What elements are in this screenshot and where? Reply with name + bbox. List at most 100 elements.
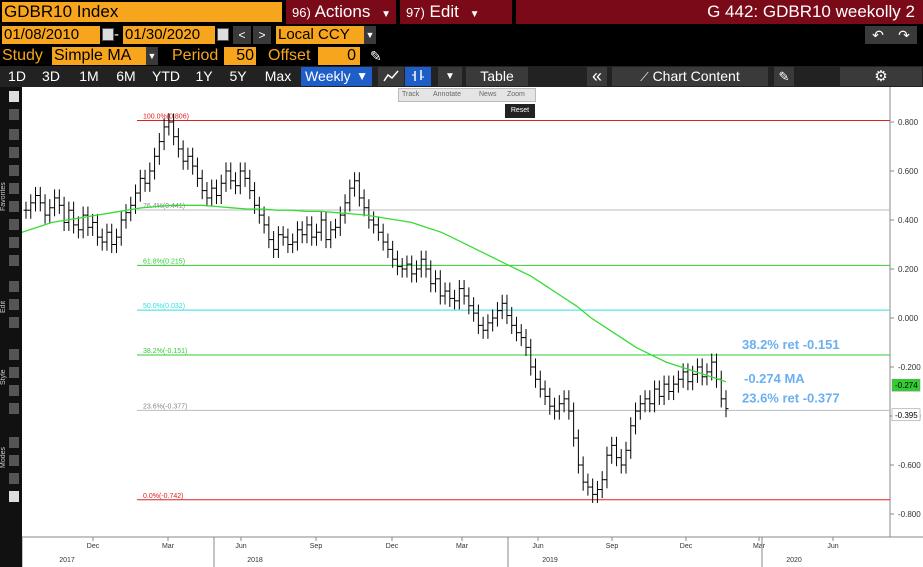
shape-tool-icon[interactable] (9, 201, 19, 212)
text-tool-icon[interactable] (9, 183, 19, 194)
study-label: Study (2, 47, 43, 64)
chevron-down-icon[interactable]: ▼ (438, 67, 462, 86)
x-tick-label: Sep (310, 543, 323, 550)
line-chart-icon[interactable] (378, 67, 404, 86)
style-label: Style (0, 369, 7, 385)
measure-tool-icon[interactable] (9, 237, 19, 248)
fib-level-label: 100.0%(0.806) (143, 114, 189, 121)
chart-annotation: 38.2% ret -0.151 (742, 337, 840, 352)
y-tick-label: 0.000 (898, 314, 919, 323)
reset-button[interactable]: Reset (505, 104, 535, 118)
year-label: 2019 (542, 557, 558, 564)
title-row: GDBR10 Index 96) Actions ▼ 97) Edit ▼ G … (0, 0, 923, 24)
study-value: Simple MA (54, 47, 132, 64)
eraser-tool-icon[interactable] (9, 281, 19, 292)
next-period-button[interactable]: > (253, 26, 271, 44)
calendar-icon[interactable] (102, 28, 114, 41)
start-date-field[interactable]: 01/08/2010 (2, 26, 100, 44)
edit-menu-number: 97) (406, 5, 425, 20)
period-button-5y[interactable]: 5Y (229, 68, 247, 84)
actions-menu-button[interactable]: 96) Actions ▼ (286, 0, 396, 24)
period-button-max[interactable]: Max (264, 68, 292, 84)
edit-menu-label: Edit (429, 2, 459, 21)
snap-mode-icon[interactable] (9, 437, 19, 448)
x-tick-label: Jun (827, 543, 838, 550)
y-tick-label: -0.200 (898, 363, 921, 372)
edit-chart-icon[interactable]: ✎ (774, 67, 794, 86)
visibility-mode-icon[interactable] (9, 491, 19, 502)
chart-content-icon: ⟋ (640, 70, 649, 84)
x-tick-label: Mar (753, 543, 766, 550)
chevron-down-icon: ▼ (381, 9, 391, 20)
chart-panel[interactable]: 100.0%(0.806) 76.4%(0.441) 61.8%(0.215) 50.… (22, 87, 923, 567)
trend-tool-icon[interactable] (9, 147, 19, 158)
period-button-1y[interactable]: 1Y (195, 68, 213, 84)
fib-tool-icon[interactable] (9, 165, 19, 176)
cursor-tool-icon[interactable] (9, 91, 19, 102)
marker-tool-icon[interactable] (9, 255, 19, 266)
undo-redo-group: ↶ ↷ (865, 26, 917, 44)
bar-chart-icon[interactable] (405, 67, 431, 86)
currency-select[interactable]: Local CCY ▼ (276, 26, 376, 44)
chart-annotation: -0.274 MA (744, 371, 805, 386)
fib-level-label: 50.0%(0.032) (143, 303, 185, 310)
chevron-down-icon: ▼ (364, 26, 376, 44)
period-label: Period (172, 47, 219, 64)
fill-tool-icon[interactable] (9, 403, 19, 414)
copy-tool-icon[interactable] (9, 299, 19, 310)
x-tick-label: Mar (456, 543, 469, 550)
fib-level-label: 0.0%(-0.742) (143, 493, 183, 500)
period-field[interactable]: 50 (224, 47, 256, 65)
prev-period-button[interactable]: < (233, 26, 251, 44)
actions-menu-label: Actions (314, 2, 371, 21)
pencil-icon[interactable]: ✎ (370, 48, 382, 64)
magnet-mode-icon[interactable] (9, 455, 19, 466)
dash-tool-icon[interactable] (9, 385, 19, 396)
zoom-button[interactable]: Zoom (507, 91, 525, 98)
chevron-down-icon: ▼ (356, 69, 368, 83)
collapse-left-icon[interactable]: « (587, 67, 607, 86)
period-button-6m[interactable]: 6M (116, 68, 136, 84)
lock-mode-icon[interactable] (9, 473, 19, 484)
chevron-down-icon: ▼ (469, 9, 480, 20)
arrow-tool-icon[interactable] (9, 219, 19, 230)
calendar-icon[interactable] (217, 28, 229, 41)
channel-tool-icon[interactable] (9, 129, 19, 140)
x-tick-label: Dec (386, 543, 399, 550)
period-button-3d[interactable]: 3D (42, 68, 60, 84)
end-date-field[interactable]: 01/30/2020 (123, 26, 215, 44)
modes-label: Modes (0, 446, 7, 468)
news-button[interactable]: News (479, 91, 497, 98)
offset-label: Offset (268, 47, 311, 64)
width-tool-icon[interactable] (9, 367, 19, 378)
frequency-select[interactable]: Weekly ▼ (301, 67, 372, 86)
edit-menu-button[interactable]: 97) Edit ▼ (400, 0, 512, 24)
actions-menu-number: 96) (292, 5, 311, 20)
track-button[interactable]: Track (402, 91, 420, 98)
x-tick-label: Dec (680, 543, 693, 550)
x-tick-label: Dec (87, 543, 100, 550)
period-button-1m[interactable]: 1M (79, 68, 99, 84)
period-button-1d[interactable]: 1D (8, 68, 26, 84)
study-select[interactable]: Simple MA ▼ (52, 47, 158, 65)
offset-field[interactable]: 0 (318, 47, 360, 65)
fib-level-label: 38.2%(-0.151) (143, 348, 187, 355)
color-tool-icon[interactable] (9, 349, 19, 360)
ticker-field[interactable]: GDBR10 Index (2, 2, 282, 22)
table-button[interactable]: Table (466, 67, 528, 86)
line-tool-icon[interactable] (9, 109, 19, 120)
redo-icon[interactable]: ↷ (898, 27, 910, 43)
chart-mode-toolbar: Track Annotate News Zoom (398, 88, 536, 102)
gear-icon[interactable]: ⚙ (840, 67, 922, 86)
annotate-button[interactable]: Annotate (433, 91, 462, 98)
x-tick-label: Jun (235, 543, 246, 550)
chevron-down-icon: ▼ (146, 47, 158, 65)
period-button-ytd[interactable]: YTD (152, 68, 180, 84)
price-chart[interactable]: 100.0%(0.806)76.4%(0.441)61.8%(0.215)50.… (22, 87, 923, 567)
favorites-label: Favorites (0, 182, 7, 212)
edit-label: Edit (0, 300, 7, 314)
delete-tool-icon[interactable] (9, 317, 19, 328)
x-tick-label: Mar (162, 543, 175, 550)
chart-content-button[interactable]: ⟋ Chart Content (612, 67, 768, 86)
undo-icon[interactable]: ↶ (872, 27, 884, 43)
